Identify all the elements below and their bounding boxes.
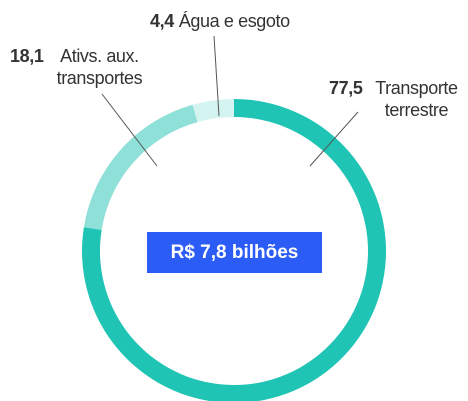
- segment-label: 4,4 Água e esgoto: [150, 10, 319, 32]
- leader-lines: [101, 35, 359, 167]
- category-label: Água e esgoto: [178, 11, 290, 31]
- segment-label: 18,1 Ativs. aux. transportes: [10, 45, 150, 89]
- value-label: 4,4: [150, 11, 174, 31]
- segment-label: 77,5 Transporte terrestre: [329, 77, 465, 121]
- leader-line: [309, 111, 359, 167]
- donut-segment: [83, 104, 198, 231]
- value-label: 77,5: [329, 78, 363, 98]
- value-label: 18,1: [10, 46, 44, 66]
- category-label: Transporte terrestre: [375, 78, 458, 120]
- center-label: R$ 7,8 bilhões: [147, 232, 322, 273]
- leader-line: [213, 35, 220, 117]
- category-label: Ativs. aux. transportes: [56, 46, 143, 88]
- leader-line: [101, 93, 158, 167]
- donut-segment: [192, 99, 234, 123]
